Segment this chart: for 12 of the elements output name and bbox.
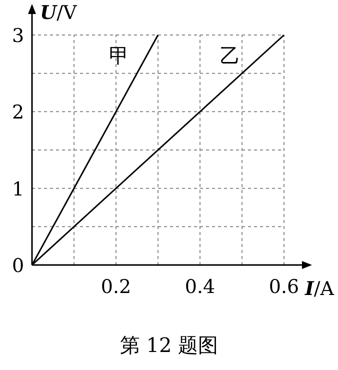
y-axis-title: U/V [40, 2, 77, 24]
x-tick-label: 0.2 [100, 276, 132, 298]
x-tick-label: 0.6 [268, 276, 300, 298]
series-label: 乙 [220, 44, 240, 68]
y-tick-label: 0 [12, 255, 24, 277]
y-tick-label: 3 [12, 25, 24, 47]
x-axis-title: I/A [304, 278, 334, 300]
text: 第 12 题图 [120, 333, 218, 357]
series-label: 甲 [108, 44, 129, 68]
y-tick-label: 2 [12, 102, 24, 124]
y-tick-label: 1 [12, 178, 24, 200]
x-tick-label: 0.4 [184, 276, 216, 298]
